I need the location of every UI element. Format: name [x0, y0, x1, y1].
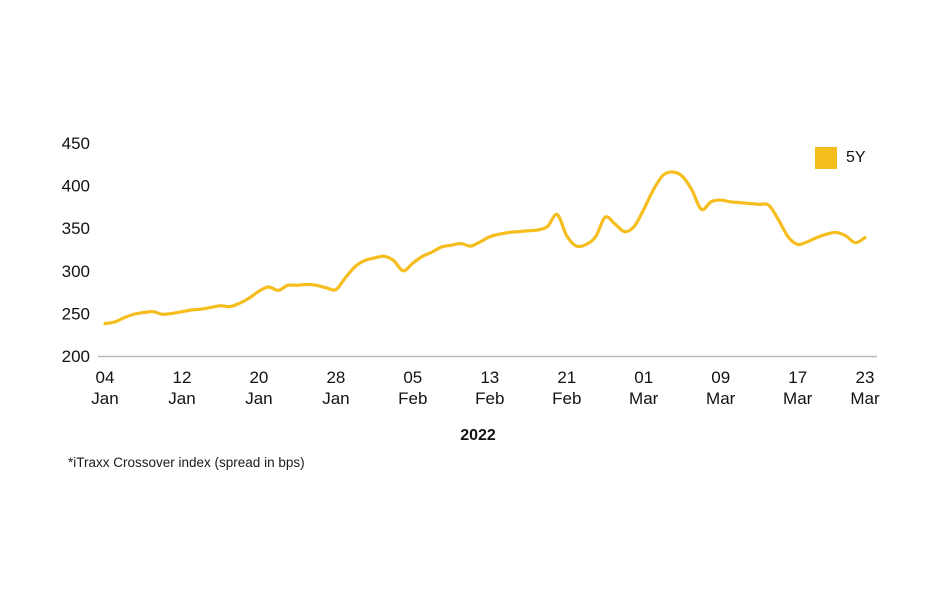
x-axis-tick-month-5: Feb [475, 389, 504, 408]
x-axis-tick-month-3: Jan [322, 389, 349, 408]
x-axis-title: 2022 [460, 427, 496, 444]
y-axis-tick-350: 350 [62, 219, 90, 238]
x-axis-tick-day-1: 12 [173, 368, 192, 387]
x-axis-tick-day-0: 04 [96, 368, 115, 387]
x-axis-tick-month-4: Feb [398, 389, 427, 408]
x-axis-tick-month-0: Jan [91, 389, 118, 408]
data-line-5y [103, 170, 867, 326]
x-axis-tick-month-2: Jan [245, 389, 272, 408]
x-axis-tick-month-9: Mar [783, 389, 813, 408]
x-axis-tick-day-9: 17 [788, 368, 807, 387]
y-axis-tick-300: 300 [62, 262, 90, 281]
chart-footnote: *iTraxx Crossover index (spread in bps) [68, 455, 305, 470]
x-axis-tick-day-3: 28 [326, 368, 345, 387]
x-axis-tick-day-6: 21 [557, 368, 576, 387]
x-axis-tick-labels: 04 Jan 12 Jan 20 Jan 28 Jan 05 Feb 13 Feb 21 Feb 01 Mar… [91, 368, 880, 408]
x-axis-tick-day-10: 23 [856, 368, 875, 387]
x-axis-tick-month-10: Mar [850, 389, 880, 408]
x-axis-tick-day-2: 20 [249, 368, 268, 387]
x-axis-tick-day-4: 05 [403, 368, 422, 387]
y-axis-tick-250: 250 [62, 304, 90, 323]
y-axis-tick-400: 400 [62, 177, 90, 196]
x-axis-tick-day-7: 01 [634, 368, 653, 387]
y-axis-tick-200: 200 [62, 347, 90, 366]
x-axis-tick-day-8: 09 [711, 368, 730, 387]
x-axis-tick-day-5: 13 [480, 368, 499, 387]
x-axis-tick-month-6: Feb [552, 389, 581, 408]
legend-label-5y: 5Y [846, 149, 866, 166]
x-axis-tick-month-8: Mar [706, 389, 736, 408]
x-axis-tick-month-7: Mar [629, 389, 659, 408]
x-axis-tick-month-1: Jan [168, 389, 195, 408]
y-axis-tick-labels: 200 250 300 350 400 450 [62, 134, 90, 366]
y-axis-tick-450: 450 [62, 134, 90, 153]
legend-swatch-5y [815, 147, 837, 169]
chart-legend: 5Y [815, 147, 866, 169]
